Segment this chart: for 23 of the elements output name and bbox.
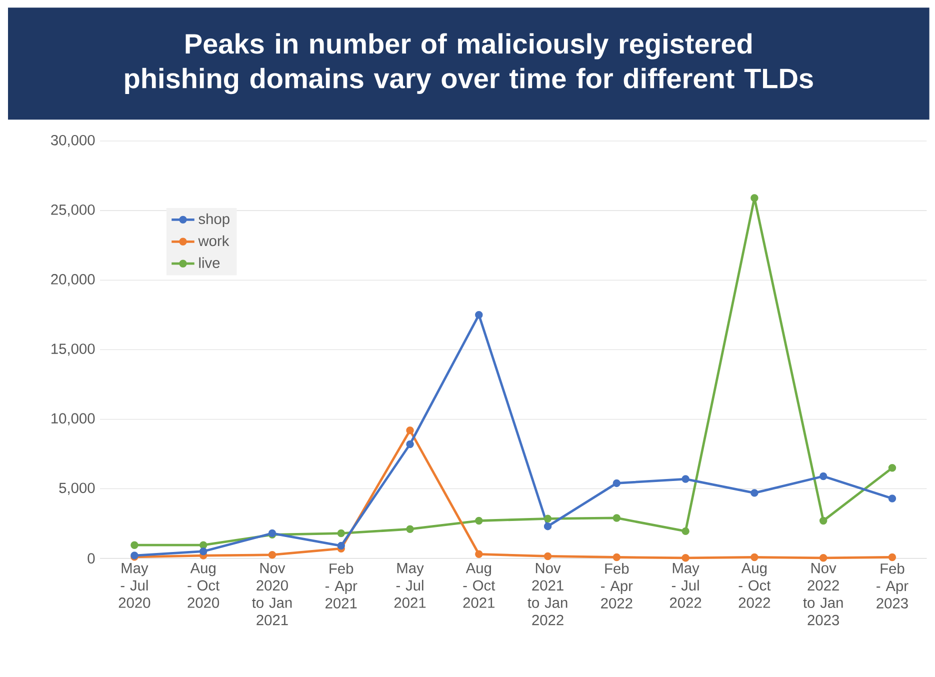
y-tick-label: 20,000	[51, 274, 95, 286]
y-tick-label: 5,000	[59, 482, 95, 495]
x-tick-label: Feb - Apr 2023	[876, 563, 908, 608]
y-tick-label: 0	[88, 553, 95, 564]
x-tick-label: Nov 2022 to Jan 2023	[803, 563, 843, 626]
x-tick-label: Nov 2021 to Jan 2022	[528, 563, 568, 626]
x-tick-label: Aug - Oct 2022	[738, 563, 771, 608]
x-tick-label: May - Jul 2020	[118, 563, 150, 608]
x-tick-label: May - Jul 2022	[670, 563, 702, 608]
y-tick-label: 15,000	[52, 344, 95, 356]
x-tick-label: May - Jul 2021	[394, 563, 426, 608]
x-tick-label: Nov 2020 to Jan 2021	[252, 563, 292, 626]
x-tick-label: Feb - Apr 2022	[601, 563, 633, 608]
x-tick-label: Feb - Apr 2021	[325, 563, 358, 608]
chart-title: Peaks in number of maliciously registered phishing domains vary over time for different TLDs	[125, 33, 813, 94]
x-tick-label: Aug - Oct 2021	[463, 563, 496, 608]
y-tick-label: 10,000	[52, 413, 95, 426]
legend-label: work	[198, 235, 230, 246]
x-tick-label: Aug - Oct 2020	[188, 563, 220, 608]
legend-label: live	[199, 257, 220, 268]
legend-label: shop	[198, 213, 230, 228]
y-tick-label: 25,000	[51, 204, 95, 217]
y-tick-label: 30,000	[51, 134, 95, 148]
